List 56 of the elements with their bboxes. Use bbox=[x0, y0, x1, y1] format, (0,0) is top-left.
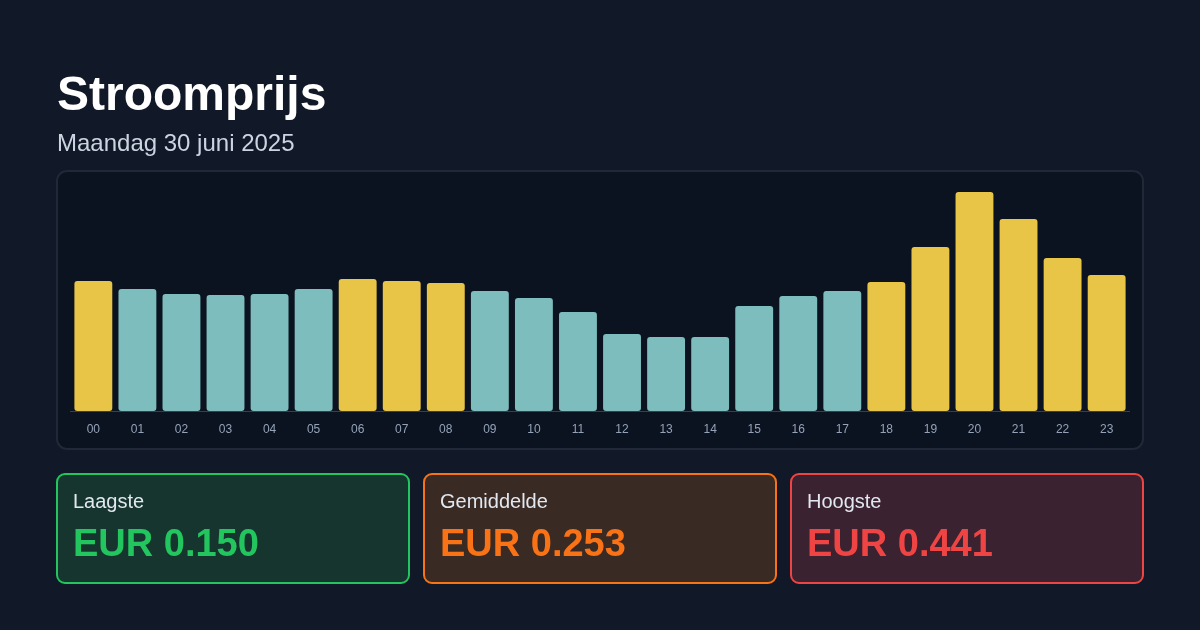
bar bbox=[74, 280, 113, 411]
x-tick-label: 22 bbox=[1055, 422, 1070, 436]
x-tick-label: 13 bbox=[659, 422, 674, 436]
x-tick-label: 07 bbox=[395, 422, 409, 436]
bar bbox=[867, 282, 906, 411]
bar bbox=[735, 306, 774, 411]
chart-title: Stroomprijs bbox=[57, 67, 327, 120]
x-tick-label: 10 bbox=[527, 422, 541, 436]
x-tick-label: 19 bbox=[923, 422, 938, 436]
chart-subtitle: Maandag 30 juni 2025 bbox=[57, 129, 295, 156]
bar bbox=[999, 218, 1038, 411]
bar bbox=[470, 290, 509, 411]
x-tick-label: 18 bbox=[879, 422, 894, 436]
x-tick-label: 03 bbox=[218, 422, 233, 436]
bar bbox=[691, 336, 730, 411]
x-tick-label: 00 bbox=[86, 422, 101, 436]
bar bbox=[514, 298, 553, 411]
bar bbox=[559, 312, 597, 411]
x-tick-label: 08 bbox=[439, 422, 453, 436]
bar bbox=[603, 333, 641, 411]
bar bbox=[118, 289, 157, 411]
x-tick-label: 04 bbox=[262, 422, 277, 436]
bar bbox=[911, 246, 950, 411]
bar bbox=[1043, 257, 1082, 411]
bar bbox=[1087, 275, 1126, 411]
bar bbox=[162, 294, 201, 411]
bar bbox=[250, 294, 289, 411]
x-tick-label: 15 bbox=[747, 422, 762, 436]
bar bbox=[206, 294, 245, 411]
text: EUR 0.253 bbox=[440, 522, 626, 564]
text: Laagste bbox=[73, 490, 145, 512]
bar bbox=[338, 278, 377, 411]
x-tick-label: 23 bbox=[1099, 422, 1114, 436]
x-tick-label: 14 bbox=[703, 422, 718, 436]
bar bbox=[823, 290, 862, 411]
text: Gemiddelde bbox=[440, 490, 548, 512]
text: EUR 0.150 bbox=[73, 522, 259, 564]
text: Hoogste bbox=[807, 490, 882, 512]
x-tick-label: 16 bbox=[791, 422, 806, 436]
bar bbox=[647, 336, 686, 411]
x-tick-label: 17 bbox=[835, 422, 850, 436]
bar bbox=[382, 280, 421, 411]
x-tick-label: 11 bbox=[571, 422, 585, 436]
x-tick-label: 06 bbox=[351, 422, 365, 436]
x-tick-label: 09 bbox=[483, 422, 497, 436]
x-tick-label: 02 bbox=[174, 422, 189, 436]
x-tick-label: 21 bbox=[1011, 422, 1026, 436]
x-tick-label: 01 bbox=[130, 422, 145, 436]
bar bbox=[426, 283, 465, 411]
bar bbox=[955, 192, 994, 411]
x-tick-label: 20 bbox=[967, 422, 982, 436]
bar bbox=[294, 289, 333, 411]
bar bbox=[779, 296, 818, 411]
x-tick-label: 05 bbox=[306, 422, 321, 436]
x-tick-label: 12 bbox=[615, 422, 630, 436]
text: EUR 0.441 bbox=[807, 522, 993, 564]
